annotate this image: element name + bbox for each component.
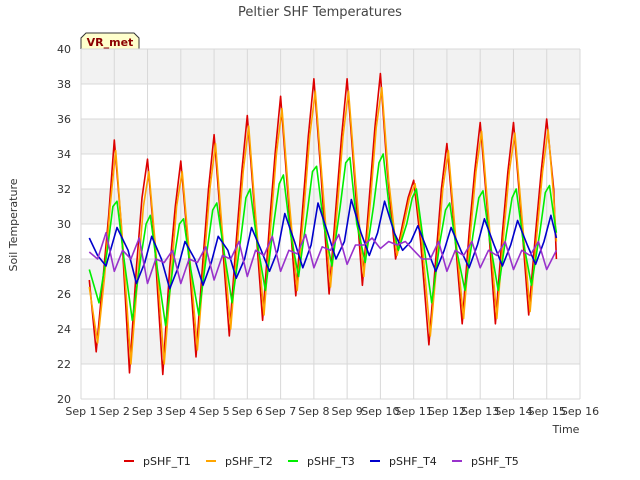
x-tick-label: Sep 8 <box>298 405 329 418</box>
y-tick-label: 36 <box>57 113 71 126</box>
y-tick-label: 26 <box>57 288 71 301</box>
y-tick-label: 20 <box>57 393 71 406</box>
plot-band <box>81 189 580 224</box>
series-line-pSHF_T3 <box>88 153 558 327</box>
x-tick-label: Sep 7 <box>265 405 296 418</box>
y-tick-label: 28 <box>57 253 71 266</box>
x-tick-label: Sep 5 <box>198 405 229 418</box>
x-axis-ticks: Sep 1 Sep 2 Sep 3 Sep 4 Sep 5 Sep 6 Sep 7 Sep 8… <box>65 405 599 418</box>
y-tick-label: 34 <box>57 148 71 161</box>
legend-label-pSHF_T5: pSHF_T5 <box>471 455 519 468</box>
x-axis-title: Time <box>552 423 580 436</box>
x-tick-label: Sep 1 <box>65 405 96 418</box>
y-tick-label: 32 <box>57 183 71 196</box>
y-axis-title: Soil Temperature <box>7 178 20 271</box>
site-label: VR_met <box>87 36 134 49</box>
series-line-pSHF_T5 <box>88 232 558 285</box>
y-tick-label: 38 <box>57 78 71 91</box>
legend-label-pSHF_T1: pSHF_T1 <box>143 455 191 468</box>
x-tick-label: Sep 2 <box>99 405 130 418</box>
x-tick-label: Sep 15 <box>528 405 566 418</box>
plot-band <box>81 329 580 364</box>
plot-band <box>81 119 580 154</box>
legend-label-pSHF_T4: pSHF_T4 <box>389 455 437 468</box>
x-tick-label: Sep 6 <box>232 405 263 418</box>
y-tick-label: 22 <box>57 358 71 371</box>
site-label-box: VR_met <box>80 32 140 51</box>
series-line-pSHF_T4 <box>88 198 558 290</box>
x-tick-label: Sep 12 <box>428 405 466 418</box>
x-tick-label: Sep 14 <box>494 405 532 418</box>
legend-label-pSHF_T2: pSHF_T2 <box>225 455 273 468</box>
x-tick-label: Sep 11 <box>395 405 433 418</box>
x-tick-label: Sep 9 <box>332 405 363 418</box>
legend-label-pSHF_T3: pSHF_T3 <box>307 455 355 468</box>
y-axis-ticks: 20 22 24 26 28 30 32 34 36 38 40 <box>57 43 71 406</box>
x-tick-label: Sep 3 <box>132 405 163 418</box>
chart-title: Peltier SHF Temperatures <box>238 5 402 20</box>
y-tick-label: 24 <box>57 323 71 336</box>
x-tick-label: Sep 13 <box>461 405 499 418</box>
plot-band <box>81 49 580 84</box>
x-tick-label: Sep 10 <box>361 405 399 418</box>
series-layer <box>88 72 558 376</box>
x-tick-label: Sep 4 <box>165 405 196 418</box>
x-tick-label: Sep 16 <box>561 405 599 418</box>
legend: pSHF_T1 pSHF_T2 pSHF_T3 pSHF_T4 pSHF_T5 <box>124 455 519 468</box>
y-tick-label: 40 <box>57 43 71 56</box>
y-tick-label: 30 <box>57 218 71 231</box>
